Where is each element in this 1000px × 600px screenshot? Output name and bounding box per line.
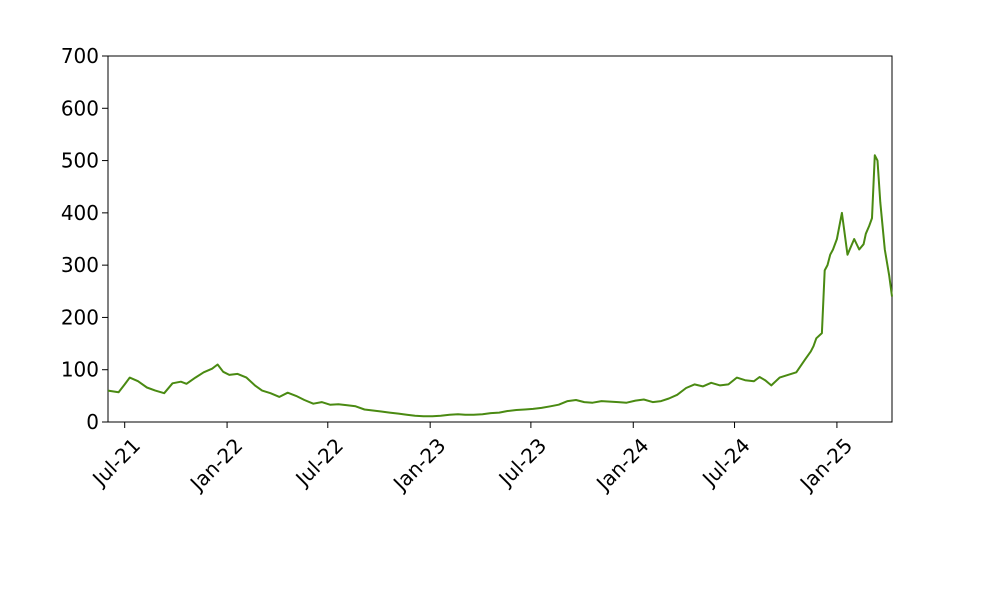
x-tick-label: Jul-24 [696, 433, 755, 492]
y-tick-label: 100 [61, 358, 99, 382]
series-line [107, 154, 893, 418]
x-axis: Jul-21 Jan-22 Jul-22 Jan-23 Jul-23 Jan-24 Jul-… [86, 422, 857, 497]
x-tick-label: Jan-24 [590, 433, 653, 496]
y-tick-label: 0 [86, 410, 99, 434]
y-tick-label: 600 [61, 96, 99, 120]
x-tick-label: Jan-23 [387, 433, 450, 496]
y-tick-label: 200 [61, 305, 99, 329]
y-tick-label: 300 [61, 253, 99, 277]
x-tick-label: Jul-22 [290, 433, 349, 492]
x-tick-label: Jul-23 [493, 433, 552, 492]
x-tick-label: Jul-21 [86, 433, 145, 492]
y-tick-label: 400 [61, 201, 99, 225]
y-tick-label: 500 [61, 149, 99, 173]
y-axis: 0 100 200 300 400 500 600 700 [61, 44, 108, 434]
x-tick-label: Jan-25 [794, 433, 857, 496]
y-tick-label: 700 [61, 44, 99, 68]
plot-area [107, 55, 893, 423]
x-tick-label: Jan-22 [184, 433, 247, 496]
